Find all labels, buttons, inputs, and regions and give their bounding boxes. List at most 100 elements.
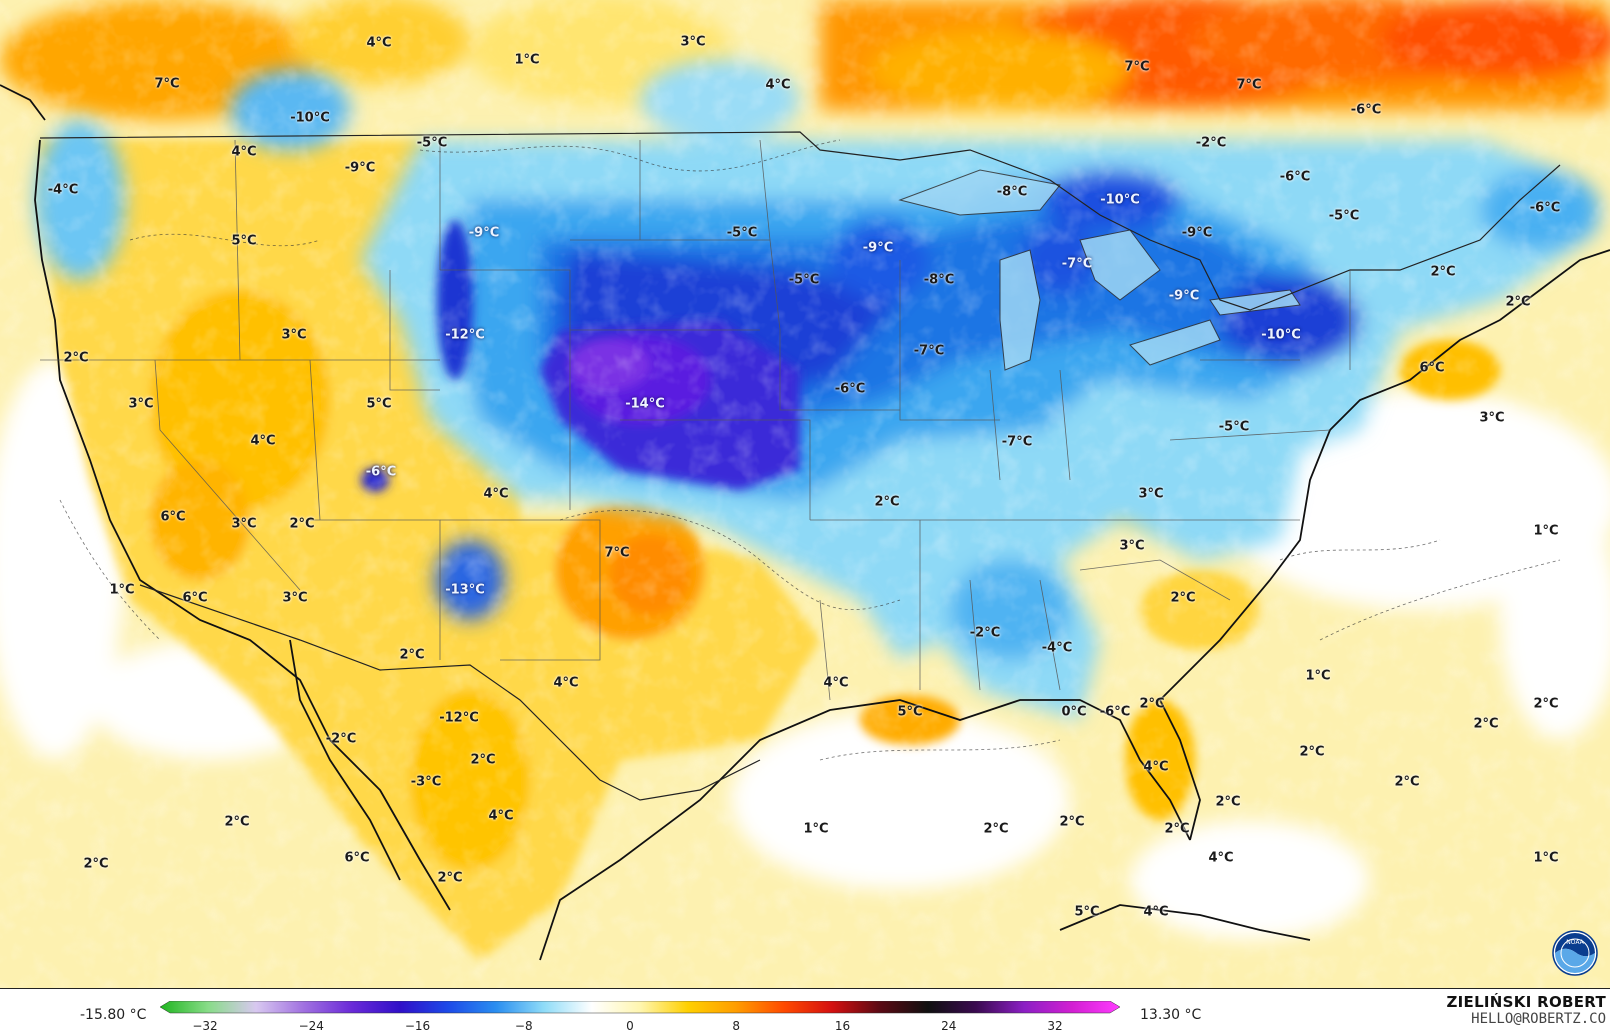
colorbar-footer: -15.80 °C −32 −24 −16 −8 0 8 16 24 32 13.30 °C Z… — [0, 988, 1610, 1036]
colorbar-min-label: -15.80 °C — [80, 1007, 147, 1023]
colorbar-tick-label: 8 — [732, 1019, 741, 1033]
temperature-label: 7°C — [1124, 59, 1150, 75]
temperature-label: 1°C — [1305, 668, 1331, 684]
temperature-label: -6°C — [834, 381, 866, 397]
temperature-label: -9°C — [862, 240, 894, 256]
temperature-label: 2°C — [983, 821, 1009, 837]
temperature-label: 4°C — [483, 486, 509, 502]
temperature-label: 1°C — [1533, 850, 1559, 866]
temperature-label: -6°C — [1529, 200, 1561, 216]
temperature-label: 2°C — [1533, 696, 1559, 712]
temperature-label: 7°C — [604, 545, 630, 561]
temperature-label: -7°C — [913, 343, 945, 359]
temperature-label: -2°C — [1195, 135, 1227, 151]
temperature-label: -2°C — [969, 625, 1001, 641]
temperature-label: 1°C — [1533, 523, 1559, 539]
temperature-label: 6°C — [182, 590, 208, 606]
temperature-label: 3°C — [1479, 410, 1505, 426]
temperature-label: -9°C — [1168, 288, 1200, 304]
temperature-label: 2°C — [1059, 814, 1085, 830]
temperature-label: 4°C — [231, 144, 257, 160]
temperature-label: -6°C — [1279, 169, 1311, 185]
temperature-label: 4°C — [553, 675, 579, 691]
temperature-label: 1°C — [514, 52, 540, 68]
temperature-label: 2°C — [1170, 590, 1196, 606]
temperature-label: 4°C — [1143, 759, 1169, 775]
temperature-label: 3°C — [1138, 486, 1164, 502]
temperature-label: -5°C — [788, 272, 820, 288]
temperature-label: 2°C — [224, 814, 250, 830]
coastlines — [0, 84, 1610, 961]
temperature-label: 2°C — [1164, 821, 1190, 837]
author-email[interactable]: HELLO@ROBERTZ.CO — [1471, 1011, 1606, 1027]
temperature-label: 7°C — [1236, 77, 1262, 93]
temperature-label: 3°C — [281, 327, 307, 343]
temperature-label: 4°C — [250, 433, 276, 449]
temperature-label: -5°C — [416, 135, 448, 151]
state-borders — [40, 139, 1351, 701]
temperature-label: 3°C — [1119, 538, 1145, 554]
colorbar-tick-label: −24 — [298, 1019, 324, 1033]
temperature-label: -2°C — [325, 731, 357, 747]
temperature-label: -5°C — [1218, 419, 1250, 435]
temperature-label: -3°C — [410, 774, 442, 790]
colorbar-tick-label: −8 — [514, 1019, 533, 1033]
temperature-label: 4°C — [765, 77, 791, 93]
temperature-label: 7°C — [154, 76, 180, 92]
temperature-label: 6°C — [344, 850, 370, 866]
colorbar-tick-label: 0 — [626, 1019, 634, 1033]
temperature-label: -9°C — [468, 225, 500, 241]
temperature-label: 0°C — [1061, 704, 1087, 720]
colorbar-max-label: 13.30 °C — [1140, 1007, 1202, 1023]
temperature-label: 3°C — [231, 516, 257, 532]
temperature-label: 1°C — [109, 582, 135, 598]
temperature-label: -6°C — [1099, 704, 1131, 720]
temperature-label: -4°C — [1041, 640, 1073, 656]
country-borders — [39, 131, 1561, 801]
temperature-label: 6°C — [1419, 360, 1445, 376]
temperature-label: 2°C — [1430, 264, 1456, 280]
temperature-label: 2°C — [399, 647, 425, 663]
temperature-map[interactable]: 4°C 1°C 3°C 7°C 4°C 7°C 7°C -6°C -10°C -5°C -2°C 4°… — [0, 0, 1610, 988]
colorbar-tick-label: 32 — [1047, 1019, 1063, 1033]
colorbar-tick-label: 24 — [941, 1019, 957, 1033]
temperature-label: 6°C — [160, 509, 186, 525]
temperature-label: 2°C — [1139, 696, 1165, 712]
temperature-label: 4°C — [488, 808, 514, 824]
temperature-label: 4°C — [366, 35, 392, 51]
map-canvas — [0, 0, 1610, 988]
temperature-label: 2°C — [83, 856, 109, 872]
temperature-label: -7°C — [1001, 434, 1033, 450]
great-lakes — [898, 169, 1301, 371]
temperature-label: 5°C — [897, 704, 923, 720]
grain-texture — [0, 0, 1610, 988]
temperature-label: -6°C — [1350, 102, 1382, 118]
temperature-label: 2°C — [874, 494, 900, 510]
temperature-label: 5°C — [1074, 904, 1100, 920]
temperature-label: -8°C — [923, 272, 955, 288]
colorbar-gradient — [160, 1001, 1120, 1014]
temperature-label: -9°C — [1181, 225, 1213, 241]
author-credit: ZIELIŃSKI ROBERT — [1446, 993, 1606, 1011]
temperature-label: 2°C — [1299, 744, 1325, 760]
temperature-label: -5°C — [1328, 208, 1360, 224]
temperature-label: -7°C — [1061, 256, 1093, 272]
temperature-label: 2°C — [1473, 716, 1499, 732]
temperature-label: 2°C — [289, 516, 315, 532]
temperature-label: -10°C — [1261, 327, 1301, 343]
temperature-label: 2°C — [470, 752, 496, 768]
temperature-label: 2°C — [1394, 774, 1420, 790]
contour-lines — [59, 139, 1561, 761]
temperature-label: 5°C — [366, 396, 392, 412]
colorbar — [160, 1001, 1120, 1014]
temperature-label: 2°C — [63, 350, 89, 366]
temperature-label: 4°C — [1143, 904, 1169, 920]
temperature-label: -12°C — [445, 327, 485, 343]
temperature-label: 3°C — [680, 34, 706, 50]
colorbar-tick-label: −32 — [192, 1019, 218, 1033]
temperature-label: -12°C — [439, 710, 479, 726]
temperature-label: 3°C — [282, 590, 308, 606]
temperature-label: -10°C — [290, 110, 330, 126]
temperature-label: 2°C — [437, 870, 463, 886]
colorbar-tick-label: 16 — [834, 1019, 851, 1033]
